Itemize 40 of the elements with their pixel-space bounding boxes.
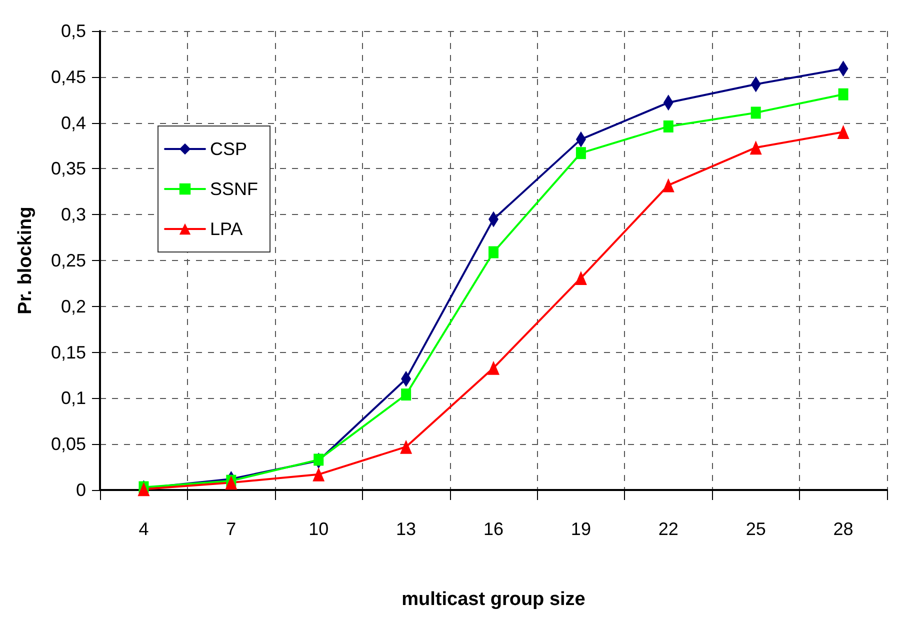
x-tick-label: 22 xyxy=(658,519,678,539)
x-tick-label: 19 xyxy=(570,519,591,539)
point xyxy=(662,178,674,192)
point xyxy=(837,124,850,139)
point xyxy=(488,360,500,375)
y-tick-label: 0,25 xyxy=(50,250,86,270)
y-axis-title: Pr. blocking xyxy=(15,206,36,314)
point xyxy=(312,467,325,482)
point xyxy=(838,88,848,100)
point xyxy=(400,440,412,454)
point xyxy=(750,106,761,119)
point xyxy=(401,388,412,401)
x-axis-title: multicast group size xyxy=(402,589,586,610)
x-tick-label: 7 xyxy=(226,519,236,539)
point xyxy=(750,140,762,155)
y-tick-label: 0,1 xyxy=(60,388,86,408)
y-tick-label: 0,4 xyxy=(60,112,86,133)
legend-label: SSNF xyxy=(210,179,258,199)
point xyxy=(574,270,587,285)
x-tick-label: 4 xyxy=(138,519,149,539)
y-tick-label: 0,35 xyxy=(50,158,86,179)
x-tick-label: 13 xyxy=(396,519,416,539)
point xyxy=(576,147,586,160)
y-tick-label: 0,05 xyxy=(50,434,86,454)
legend-label: CSP xyxy=(210,139,248,159)
point xyxy=(225,476,238,490)
legend-label: LPA xyxy=(210,219,243,239)
x-tick-label: 10 xyxy=(308,519,329,539)
x-tick-label: 25 xyxy=(746,519,766,539)
x-tick-label: 28 xyxy=(833,519,854,539)
y-tick-label: 0,45 xyxy=(50,66,86,87)
point xyxy=(314,454,324,466)
point xyxy=(488,246,498,258)
y-tick-label: 0,15 xyxy=(50,342,86,362)
point xyxy=(663,120,674,132)
y-tick-label: 0,2 xyxy=(60,296,86,316)
y-tick-label: 0,5 xyxy=(60,21,86,41)
y-tick-label: 0 xyxy=(76,480,86,500)
x-tick-label: 16 xyxy=(483,519,504,539)
y-tick-label: 0,3 xyxy=(60,204,86,225)
